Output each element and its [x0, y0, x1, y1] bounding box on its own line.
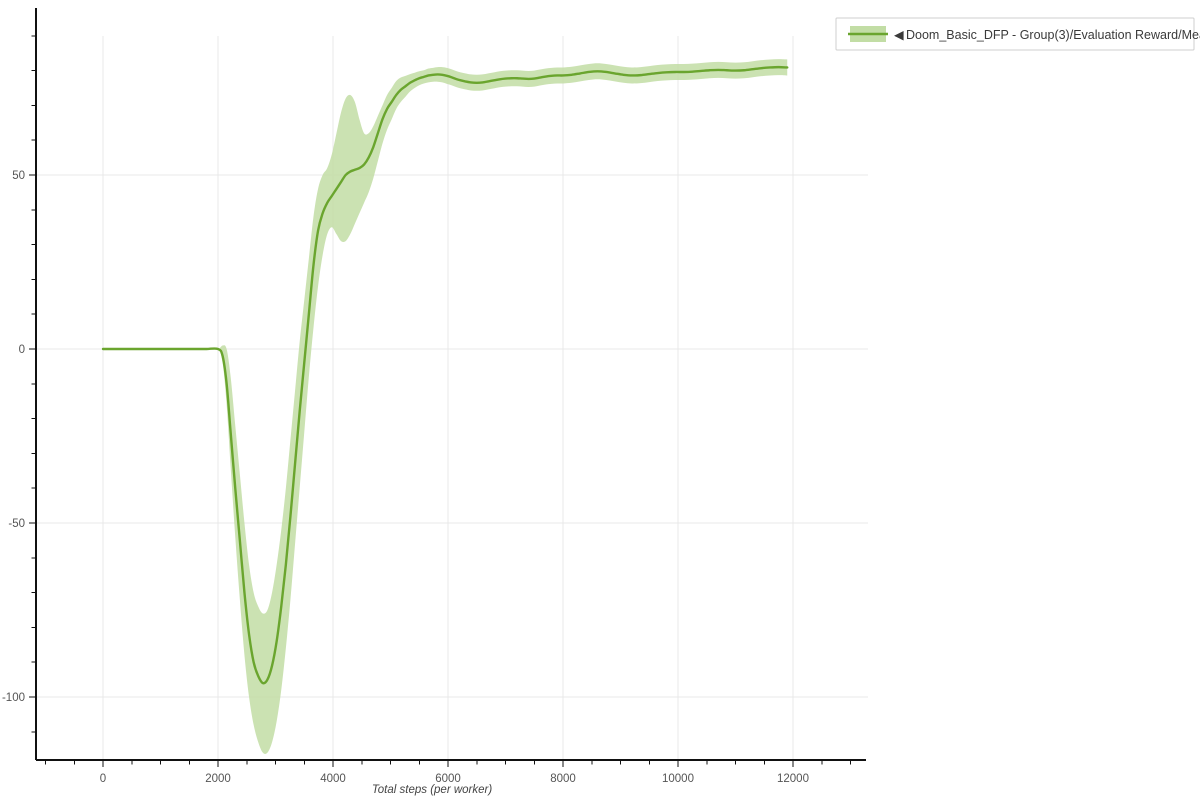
y-tick-label: 0	[19, 344, 25, 356]
x-tick-label: 10000	[662, 773, 694, 785]
legend[interactable]: ◀ Doom_Basic_DFP - Group(3)/Evaluation R…	[835, 17, 1200, 51]
x-tick-label: 12000	[777, 773, 809, 785]
x-tick-label: 2000	[205, 773, 231, 785]
y-tick-label: -100	[2, 692, 25, 704]
legend-marker-icon: ◀	[894, 28, 904, 42]
legend-box	[835, 17, 1195, 51]
x-axis-title: Total steps (per worker)	[372, 784, 493, 796]
series-mean-line-0	[101, 65, 789, 685]
x-tick-label: 6000	[435, 773, 461, 785]
y-tick-label: -50	[8, 518, 25, 530]
series-line	[101, 65, 789, 685]
x-tick-label: 8000	[550, 773, 576, 785]
legend-entry-label: Doom_Basic_DFP - Group(3)/Evaluation Rew…	[906, 28, 1200, 42]
x-tick-labels: 0 2000 4000 6000 8000 10000 12000	[100, 773, 809, 785]
y-tick-label: 50	[12, 170, 25, 182]
x-tick-label: 0	[100, 773, 106, 785]
axes	[29, 8, 866, 767]
x-tick-label: 4000	[320, 773, 346, 785]
y-tick-labels: 50 0 -50 -100	[2, 170, 25, 704]
